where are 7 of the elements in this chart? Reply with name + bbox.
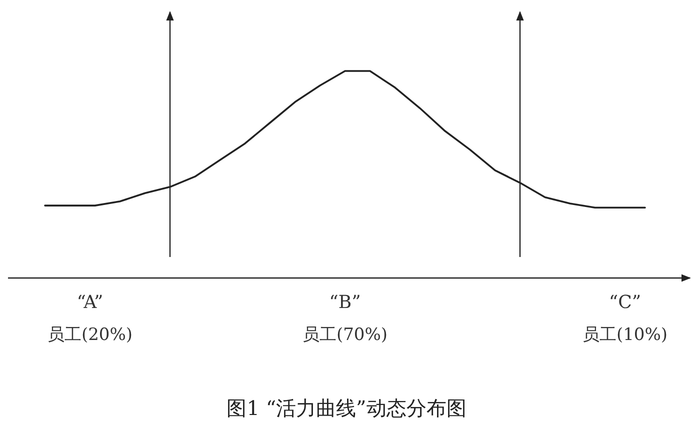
text: 员工(10%) <box>582 325 668 345</box>
text: “C” <box>608 292 642 313</box>
text: 员工(70%) <box>302 325 388 345</box>
text: “B” <box>329 292 361 313</box>
text: “A” <box>76 292 104 313</box>
text: 图1 “活力曲线”动态分布图 <box>226 396 466 420</box>
text: 员工(20%) <box>47 325 133 345</box>
